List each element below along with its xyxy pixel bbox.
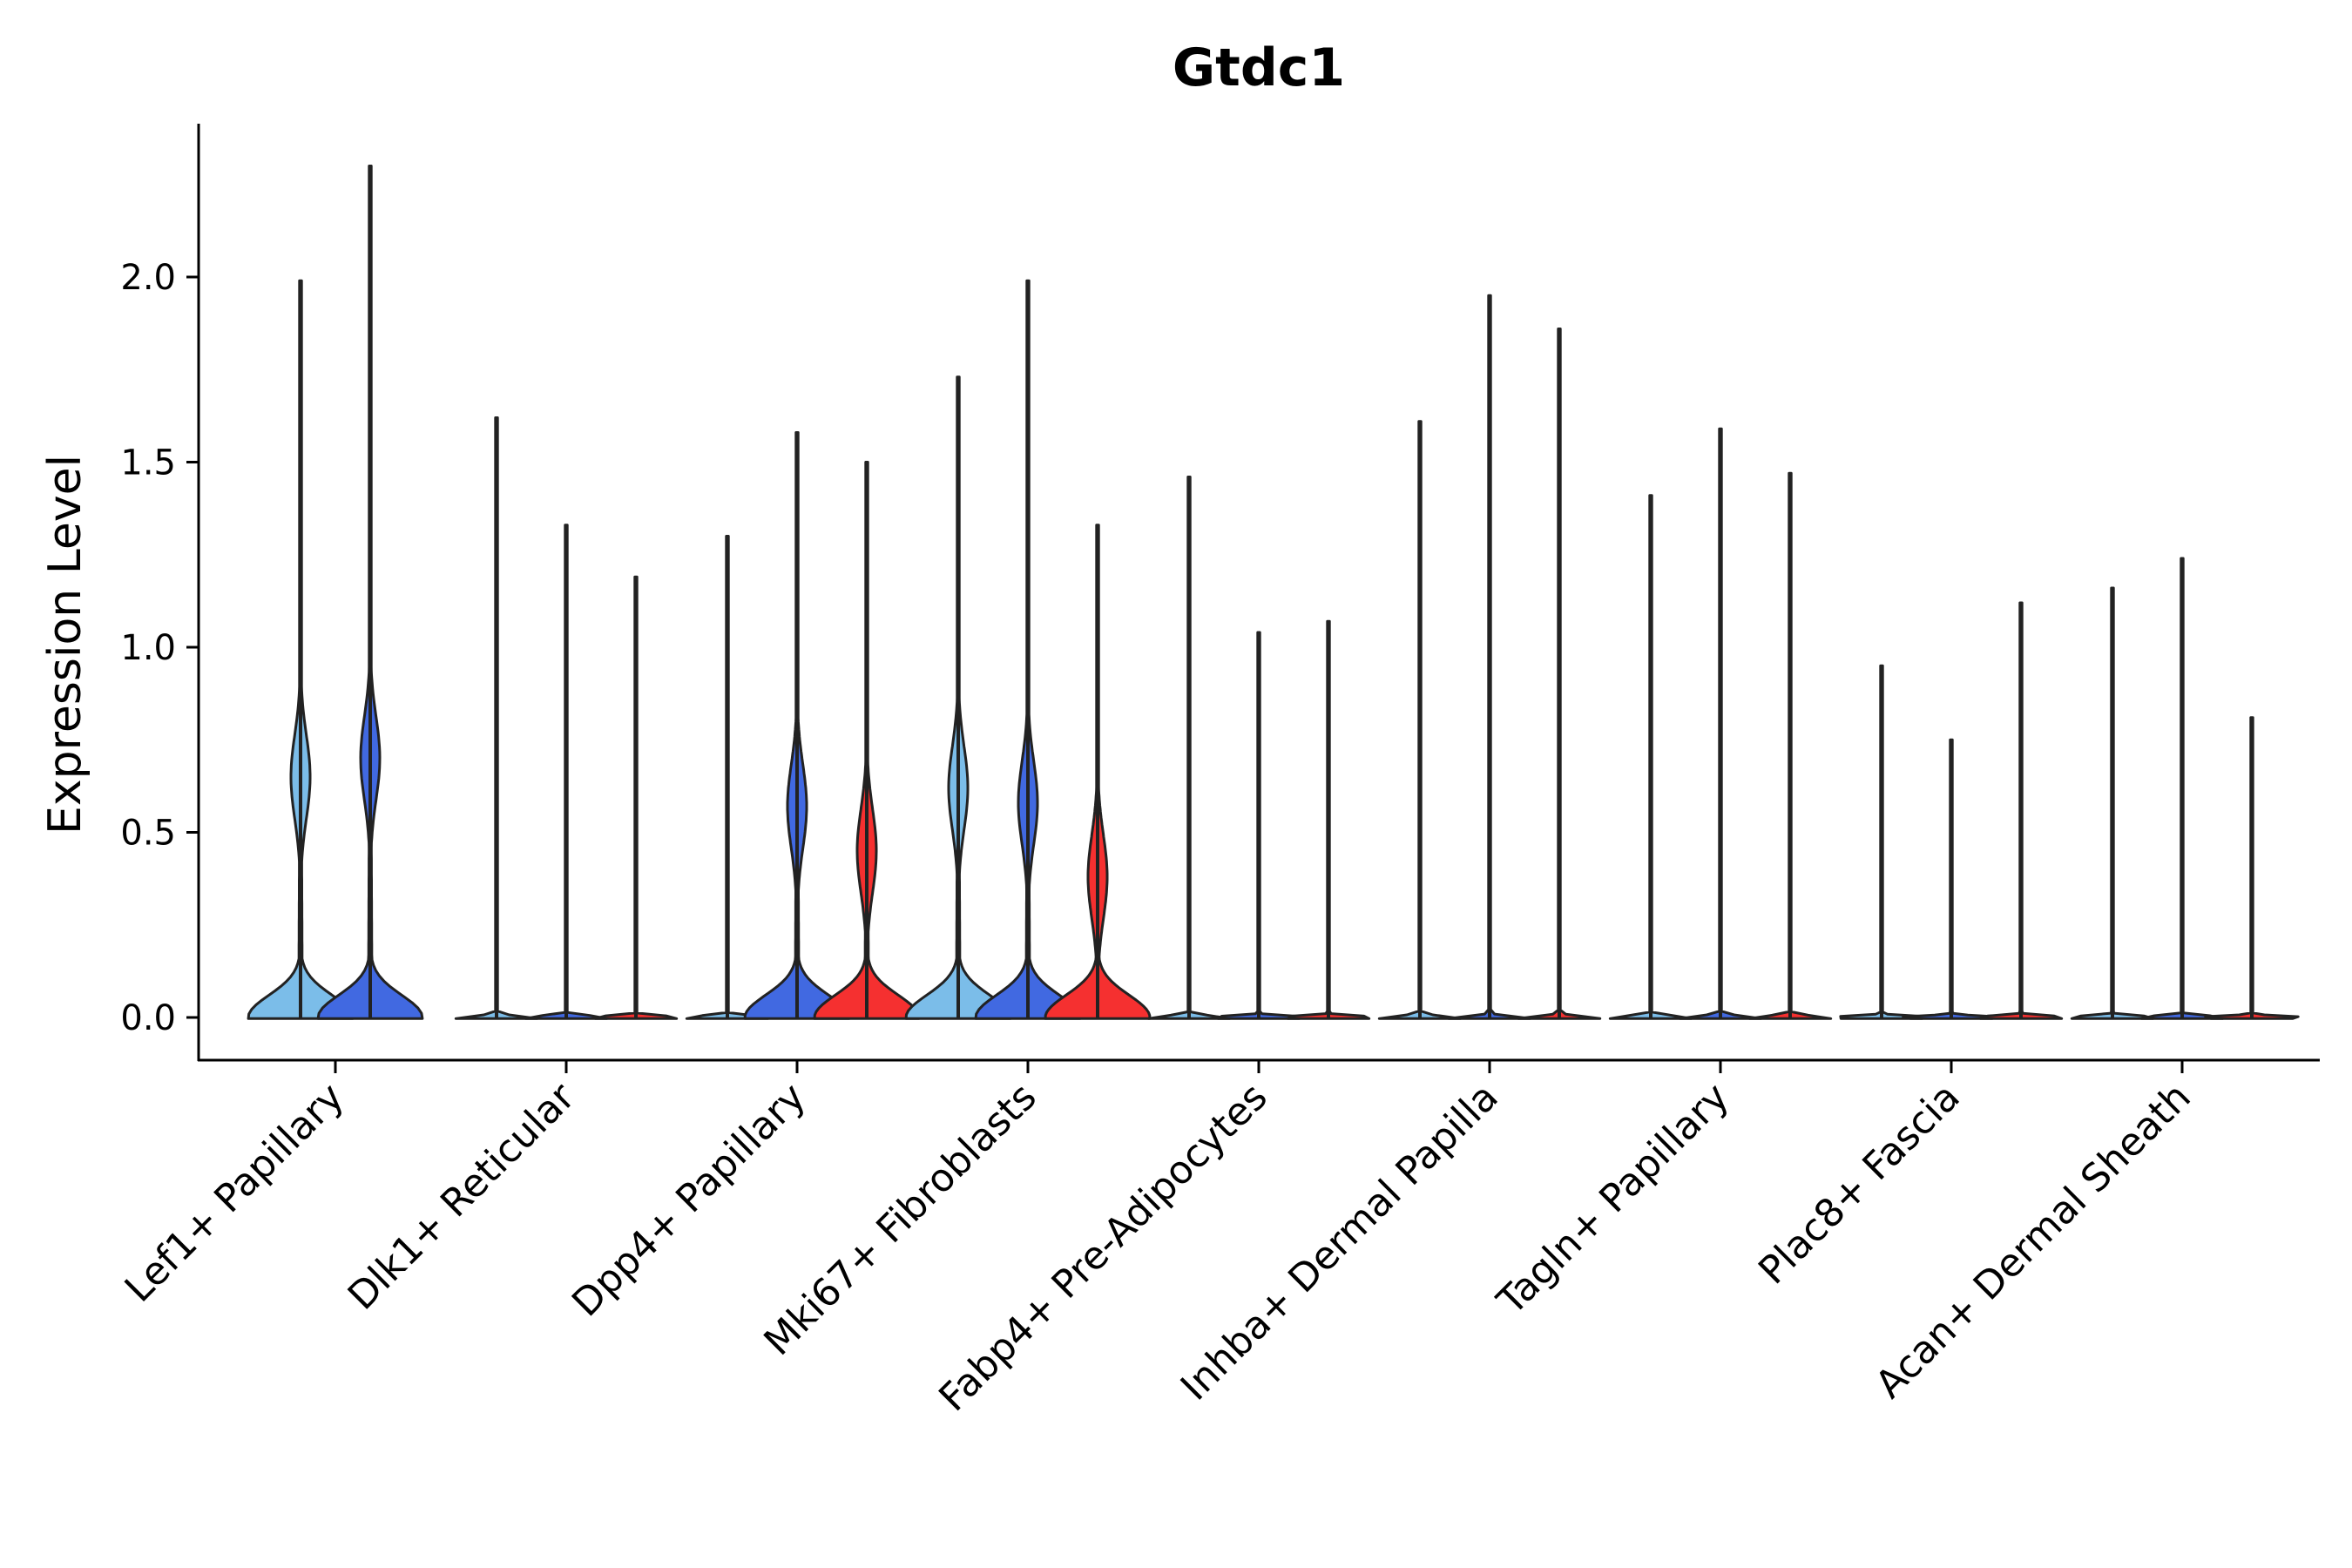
violin-group	[247, 165, 2300, 1020]
y-tick-label: 0.5	[120, 814, 176, 854]
y-axis-label: Expression Level	[39, 455, 91, 835]
y-tick-label: 2.0	[120, 258, 176, 298]
y-tick-label: 1.0	[120, 628, 176, 668]
x-tick-label: Lef1+ Papillary	[117, 1075, 353, 1311]
x-tick-label: Dlk1+ Reticular	[340, 1074, 585, 1319]
y-tick-label: 1.5	[120, 443, 176, 483]
y-axis-ticks: 0.0 0.5 1.0 1.5 2.0	[120, 258, 199, 1038]
chart-title: Gtdc1	[1173, 37, 1345, 98]
x-tick-label: Plac8+ Fascia	[1750, 1075, 1969, 1294]
x-tick-label: Tagln+ Papillary	[1489, 1075, 1738, 1324]
y-tick-label: 0.0	[120, 998, 176, 1038]
x-tick-label: Dpp4+ Papillary	[564, 1075, 814, 1326]
